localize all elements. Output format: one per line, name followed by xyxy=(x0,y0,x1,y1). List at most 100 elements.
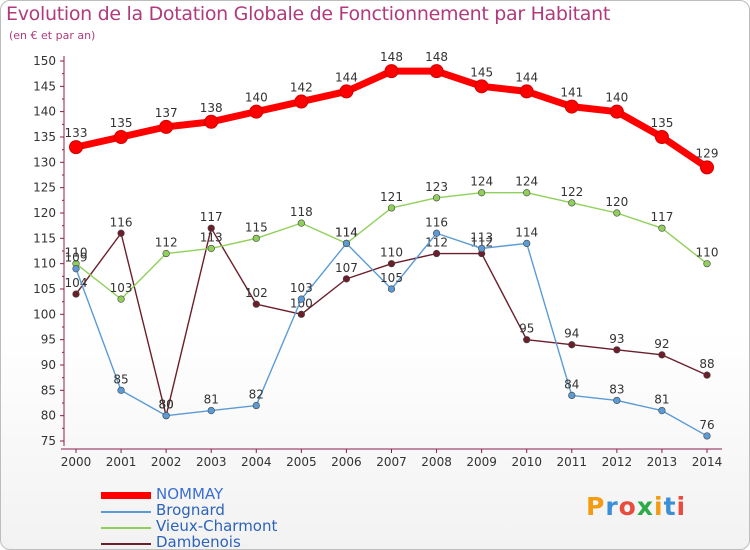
data-point-nommay xyxy=(114,130,129,144)
data-point-vieux-charmont xyxy=(523,189,531,197)
x-tick-label: 2014 xyxy=(692,455,723,469)
data-point-nommay xyxy=(249,104,264,119)
x-tick-label: 2000 xyxy=(61,455,92,469)
data-label-dambenois: 80 xyxy=(159,398,174,412)
x-tick-label: 2003 xyxy=(196,455,227,469)
data-label-brognard: 114 xyxy=(515,225,538,239)
data-point-dambenois xyxy=(703,371,711,379)
data-label-vieux-charmont: 117 xyxy=(650,210,673,224)
data-point-brognard xyxy=(703,432,711,440)
y-tick-label: 75 xyxy=(41,434,56,448)
data-label-dambenois: 94 xyxy=(564,327,579,341)
chart-legend: NOMMAY Brognard Vieux-Charmont Dambenois xyxy=(101,485,361,549)
data-label-brognard: 80 xyxy=(159,398,174,412)
data-point-brognard xyxy=(387,285,396,293)
data-point-vieux-charmont xyxy=(703,260,711,268)
x-tick-label: 2008 xyxy=(421,455,452,469)
data-point-nommay xyxy=(700,160,714,175)
data-point-vieux-charmont xyxy=(478,189,486,197)
data-label-nommay: 145 xyxy=(470,65,493,79)
data-point-brognard xyxy=(162,412,170,420)
data-label-nommay: 144 xyxy=(335,70,358,84)
data-point-brognard xyxy=(613,396,621,405)
y-tick-label: 80 xyxy=(41,409,56,423)
data-point-brognard xyxy=(523,239,531,247)
data-point-vieux-charmont xyxy=(432,194,441,202)
data-point-nommay xyxy=(519,84,534,99)
data-label-dambenois: 92 xyxy=(654,337,669,351)
data-point-vieux-charmont xyxy=(297,219,305,227)
data-label-vieux-charmont: 121 xyxy=(380,190,403,204)
y-tick-label: 90 xyxy=(41,358,56,372)
brand-letter: o xyxy=(618,492,637,521)
x-tick-label: 2009 xyxy=(466,455,497,469)
legend-swatch-dambenois xyxy=(101,543,151,545)
data-point-nommay xyxy=(609,104,624,119)
data-label-brognard: 113 xyxy=(470,230,493,244)
y-tick-label: 120 xyxy=(33,206,56,220)
legend-label-nommay: NOMMAY xyxy=(156,485,224,503)
data-label-brognard: 109 xyxy=(65,251,88,265)
data-label-vieux-charmont: 124 xyxy=(515,175,538,189)
data-label-vieux-charmont: 110 xyxy=(65,246,88,260)
brand-letter: i xyxy=(654,492,664,521)
y-tick-label: 85 xyxy=(41,383,56,397)
brand-letter: x xyxy=(636,492,654,521)
data-label-dambenois: 112 xyxy=(425,236,448,250)
data-label-brognard: 83 xyxy=(609,382,624,396)
data-label-brognard: 82 xyxy=(249,388,264,402)
data-point-nommay xyxy=(429,64,444,79)
data-point-nommay xyxy=(384,64,399,79)
data-label-vieux-charmont: 115 xyxy=(245,220,268,234)
legend-swatch-brognard xyxy=(101,511,151,513)
data-label-brognard: 76 xyxy=(699,418,714,432)
y-tick-label: 150 xyxy=(33,54,56,68)
data-label-dambenois: 107 xyxy=(335,261,358,275)
data-label-vieux-charmont: 124 xyxy=(470,175,493,189)
data-label-nommay: 144 xyxy=(515,70,538,84)
data-label-brognard: 81 xyxy=(204,393,219,407)
data-point-brognard xyxy=(568,391,576,400)
data-point-vieux-charmont xyxy=(613,209,621,217)
data-label-vieux-charmont: 113 xyxy=(200,230,223,244)
x-tick-label: 2012 xyxy=(602,455,633,469)
y-tick-label: 95 xyxy=(41,333,56,347)
data-point-brognard xyxy=(432,229,441,237)
data-label-nommay: 138 xyxy=(200,101,223,115)
data-label-dambenois: 104 xyxy=(65,276,88,290)
data-label-brognard: 116 xyxy=(425,215,448,229)
x-tick-label: 2010 xyxy=(511,455,542,469)
y-tick-label: 145 xyxy=(33,79,56,93)
legend-item-nommay: NOMMAY xyxy=(101,485,361,503)
y-tick-label: 100 xyxy=(33,307,56,321)
data-point-dambenois xyxy=(72,290,80,298)
data-point-dambenois xyxy=(117,229,125,237)
y-tick-label: 135 xyxy=(33,130,56,144)
data-point-brognard xyxy=(72,265,80,273)
brand-logo: Proxiti xyxy=(586,492,686,521)
y-tick-label: 105 xyxy=(33,282,56,296)
data-point-nommay xyxy=(339,84,354,99)
data-label-vieux-charmont: 118 xyxy=(290,205,313,219)
y-tick-label: 130 xyxy=(33,155,56,169)
data-label-brognard: 105 xyxy=(380,271,403,285)
data-label-dambenois: 93 xyxy=(609,332,624,346)
data-label-dambenois: 88 xyxy=(699,357,714,371)
data-point-dambenois xyxy=(387,260,396,268)
x-tick-label: 2001 xyxy=(106,455,137,469)
data-label-vieux-charmont: 120 xyxy=(605,195,628,209)
y-tick-label: 125 xyxy=(33,181,56,195)
data-point-nommay xyxy=(474,79,489,94)
x-tick-label: 2004 xyxy=(241,455,272,469)
data-point-vieux-charmont xyxy=(207,244,215,253)
data-label-brognard: 114 xyxy=(335,225,358,239)
data-point-dambenois xyxy=(523,336,531,344)
x-tick-label: 2005 xyxy=(286,455,317,469)
legend-item-dambenois: Dambenois xyxy=(101,534,361,549)
x-tick-label: 2006 xyxy=(331,455,362,469)
data-point-brognard xyxy=(252,401,260,410)
data-label-nommay: 140 xyxy=(605,91,628,105)
data-label-dambenois: 116 xyxy=(110,215,133,229)
data-point-vieux-charmont xyxy=(252,234,260,242)
x-tick-label: 2011 xyxy=(557,455,588,469)
